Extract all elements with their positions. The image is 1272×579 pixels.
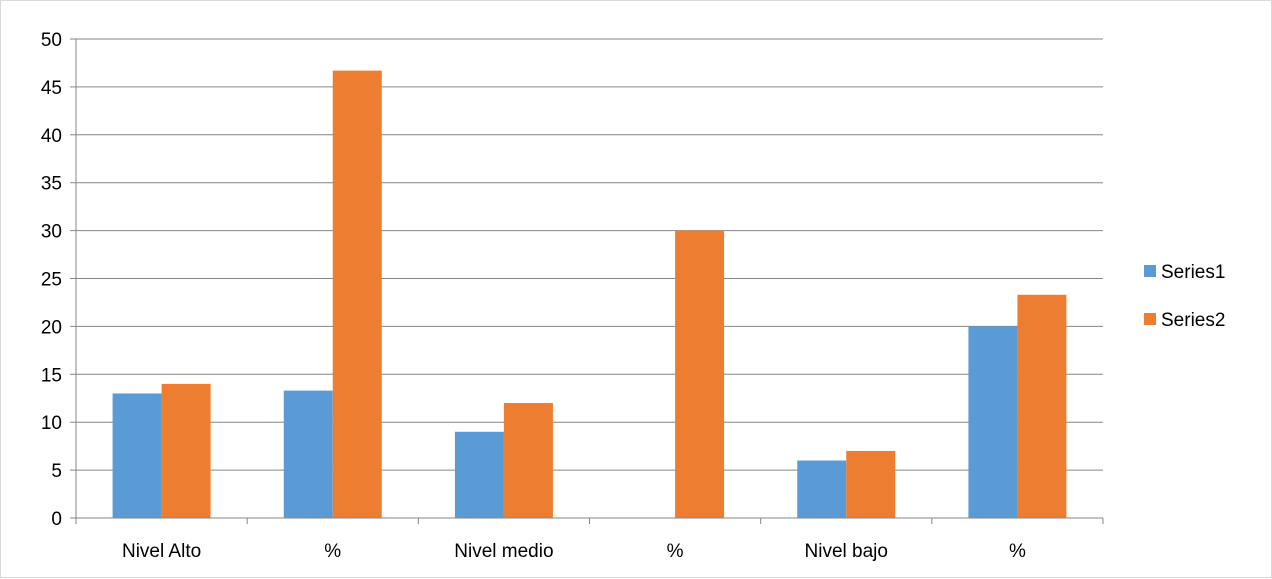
y-tick-label: 45	[41, 78, 62, 99]
bar-series1-2	[454, 431, 504, 518]
y-tick-label: 50	[41, 30, 62, 51]
axes: 0 5 10 15 20 25 30 35 40 45 50 Nivel Alto% Nivel med…	[41, 30, 1104, 562]
y-tick-label: 20	[41, 317, 62, 338]
bars	[112, 70, 1067, 518]
y-tick-label: 30	[41, 222, 62, 243]
x-tick-label: %	[667, 541, 684, 562]
x-tick-label: %	[1009, 541, 1026, 562]
y-tick-label: 10	[41, 413, 62, 434]
x-tick-label: Nivel bajo	[805, 541, 888, 562]
legend-label-series2: Series2	[1161, 310, 1225, 331]
bar-series1-1	[283, 390, 333, 518]
bar-series1-5	[968, 326, 1018, 518]
y-tick-label: 35	[41, 174, 62, 195]
gridlines	[76, 38, 1103, 471]
y-tick-label: 5	[51, 461, 62, 482]
x-tick-label: Nivel medio	[454, 541, 553, 562]
bar-series2-5	[1017, 294, 1067, 518]
y-tick-label: 40	[41, 126, 62, 147]
legend-label-series1: Series1	[1161, 262, 1225, 283]
y-tick-label: 0	[51, 509, 62, 530]
legend-swatch-series1	[1144, 265, 1156, 277]
bar-series1-0	[112, 393, 162, 518]
legend-swatch-series2	[1144, 313, 1156, 325]
bar-series1-4	[797, 460, 847, 518]
x-tick-label: %	[324, 541, 341, 562]
y-tick-label: 15	[41, 365, 62, 386]
y-tick-label: 25	[41, 270, 62, 291]
legend: Series1 Series2	[1144, 262, 1225, 331]
x-tick-label: Nivel Alto	[122, 541, 201, 562]
bar-series2-4	[846, 450, 896, 518]
bar-series2-2	[503, 403, 553, 518]
bar-series2-3	[675, 230, 725, 518]
bar-series2-0	[161, 383, 211, 518]
bar-series2-1	[332, 70, 382, 518]
